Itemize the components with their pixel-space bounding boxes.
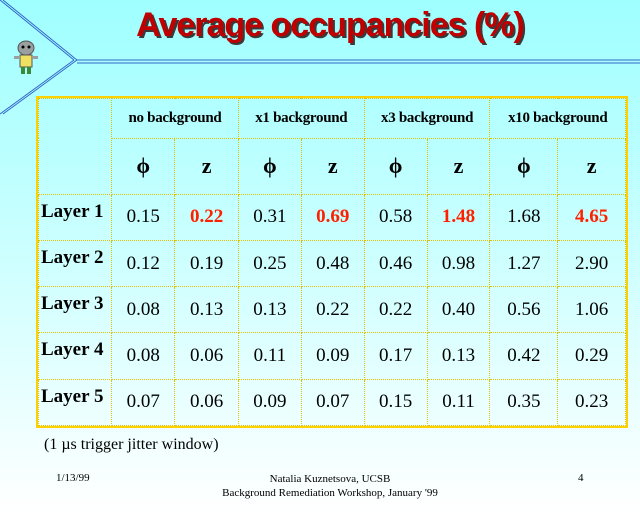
z-occupancy-cell: 0.06 xyxy=(174,378,239,427)
z-header: z xyxy=(174,137,239,195)
phi-occupancy-cell: 0.17 xyxy=(363,332,428,380)
phi-occupancy-cell: 0.09 xyxy=(237,378,302,427)
phi-occupancy-cell: 0.15 xyxy=(363,378,428,427)
group-header-row: no background x1 background x3 backgroun… xyxy=(38,98,626,195)
mascot-icon xyxy=(14,40,38,74)
slide-decoration-lines xyxy=(0,0,640,115)
z-occupancy-cell: 0.69 xyxy=(300,193,365,241)
phi-occupancy-cell: 0.08 xyxy=(110,286,176,334)
z-occupancy-cell: 1.48 xyxy=(426,193,491,241)
group-header: x10 background xyxy=(489,98,626,139)
phi-occupancy-cell: 1.68 xyxy=(489,193,559,241)
phi-occupancy-cell: 0.25 xyxy=(237,239,302,288)
phi-header: ϕ xyxy=(363,137,428,195)
phi-occupancy-cell: 0.56 xyxy=(489,286,559,334)
table-row: Layer 1 0.15 0.22 0.31 0.69 0.58 1.48 1.68 4.65 xyxy=(38,193,626,241)
layer-label: Layer 2 xyxy=(38,239,112,288)
footer-date: 1/13/99 xyxy=(56,472,90,484)
phi-occupancy-cell: 0.42 xyxy=(489,332,559,380)
z-header: z xyxy=(557,137,626,195)
phi-occupancy-cell: 0.15 xyxy=(110,193,176,241)
phi-occupancy-cell: 0.22 xyxy=(363,286,428,334)
table-row: Layer 5 0.07 0.06 0.09 0.07 0.15 0.11 0.35 0.23 xyxy=(38,378,626,427)
sub-header-row: ϕ z ϕ z ϕ z ϕ z xyxy=(39,137,626,195)
z-occupancy-cell: 0.23 xyxy=(557,378,626,427)
layer-label: Layer 4 xyxy=(38,332,112,380)
slide-title: Average occupancies (%) xyxy=(136,6,525,44)
table-row: Layer 3 0.08 0.13 0.13 0.22 0.22 0.40 0.56 1.06 xyxy=(38,286,626,334)
z-occupancy-cell: 0.09 xyxy=(300,332,365,380)
z-occupancy-cell: 2.90 xyxy=(557,239,626,288)
z-occupancy-cell: 0.19 xyxy=(174,239,239,288)
phi-occupancy-cell: 0.46 xyxy=(363,239,428,288)
z-occupancy-cell: 0.29 xyxy=(557,332,626,380)
page-number: 4 xyxy=(578,472,584,484)
phi-occupancy-cell: 0.58 xyxy=(363,193,428,241)
z-header: z xyxy=(426,137,491,195)
footer-event: Background Remediation Workshop, January… xyxy=(222,487,438,499)
phi-occupancy-cell: 0.07 xyxy=(110,378,176,427)
z-occupancy-cell: 0.98 xyxy=(426,239,491,288)
z-occupancy-cell: 1.06 xyxy=(557,286,626,334)
phi-occupancy-cell: 0.11 xyxy=(237,332,302,380)
phi-header: ϕ xyxy=(237,137,302,195)
z-occupancy-cell: 0.22 xyxy=(300,286,365,334)
z-occupancy-cell: 0.07 xyxy=(300,378,365,427)
z-occupancy-cell: 0.22 xyxy=(174,193,239,241)
phi-occupancy-cell: 0.31 xyxy=(237,193,302,241)
layer-label: Layer 5 xyxy=(38,378,112,427)
z-occupancy-cell: 0.13 xyxy=(426,332,491,380)
footer-credits: Natalia Kuznetsova, UCSB Background Reme… xyxy=(200,472,460,500)
occupancy-table: no background x1 background x3 backgroun… xyxy=(36,96,628,428)
phi-header: ϕ xyxy=(489,137,559,195)
table-corner xyxy=(38,98,112,195)
table-row: Layer 2 0.12 0.19 0.25 0.48 0.46 0.98 1.27 2.90 xyxy=(38,239,626,288)
z-header: z xyxy=(300,137,365,195)
footer-author: Natalia Kuznetsova, UCSB xyxy=(269,473,391,485)
z-occupancy-cell: 0.48 xyxy=(300,239,365,288)
phi-header: ϕ xyxy=(110,137,176,195)
z-occupancy-cell: 0.11 xyxy=(426,378,491,427)
z-occupancy-cell: 0.13 xyxy=(174,286,239,334)
z-occupancy-cell: 4.65 xyxy=(557,193,626,241)
phi-occupancy-cell: 0.13 xyxy=(237,286,302,334)
layer-label: Layer 3 xyxy=(38,286,112,334)
z-occupancy-cell: 0.40 xyxy=(426,286,491,334)
layer-label: Layer 1 xyxy=(38,193,112,241)
phi-occupancy-cell: 0.12 xyxy=(110,239,176,288)
trigger-jitter-note: (1 µs trigger jitter window) xyxy=(44,436,219,453)
z-occupancy-cell: 0.06 xyxy=(174,332,239,380)
table-row: Layer 4 0.08 0.06 0.11 0.09 0.17 0.13 0.42 0.29 xyxy=(38,332,626,380)
phi-occupancy-cell: 0.08 xyxy=(110,332,176,380)
group-header: x3 background xyxy=(363,98,491,139)
phi-occupancy-cell: 1.27 xyxy=(489,239,559,288)
phi-occupancy-cell: 0.35 xyxy=(489,378,559,427)
group-header: x1 background xyxy=(237,98,365,139)
group-header: no background xyxy=(111,98,239,139)
